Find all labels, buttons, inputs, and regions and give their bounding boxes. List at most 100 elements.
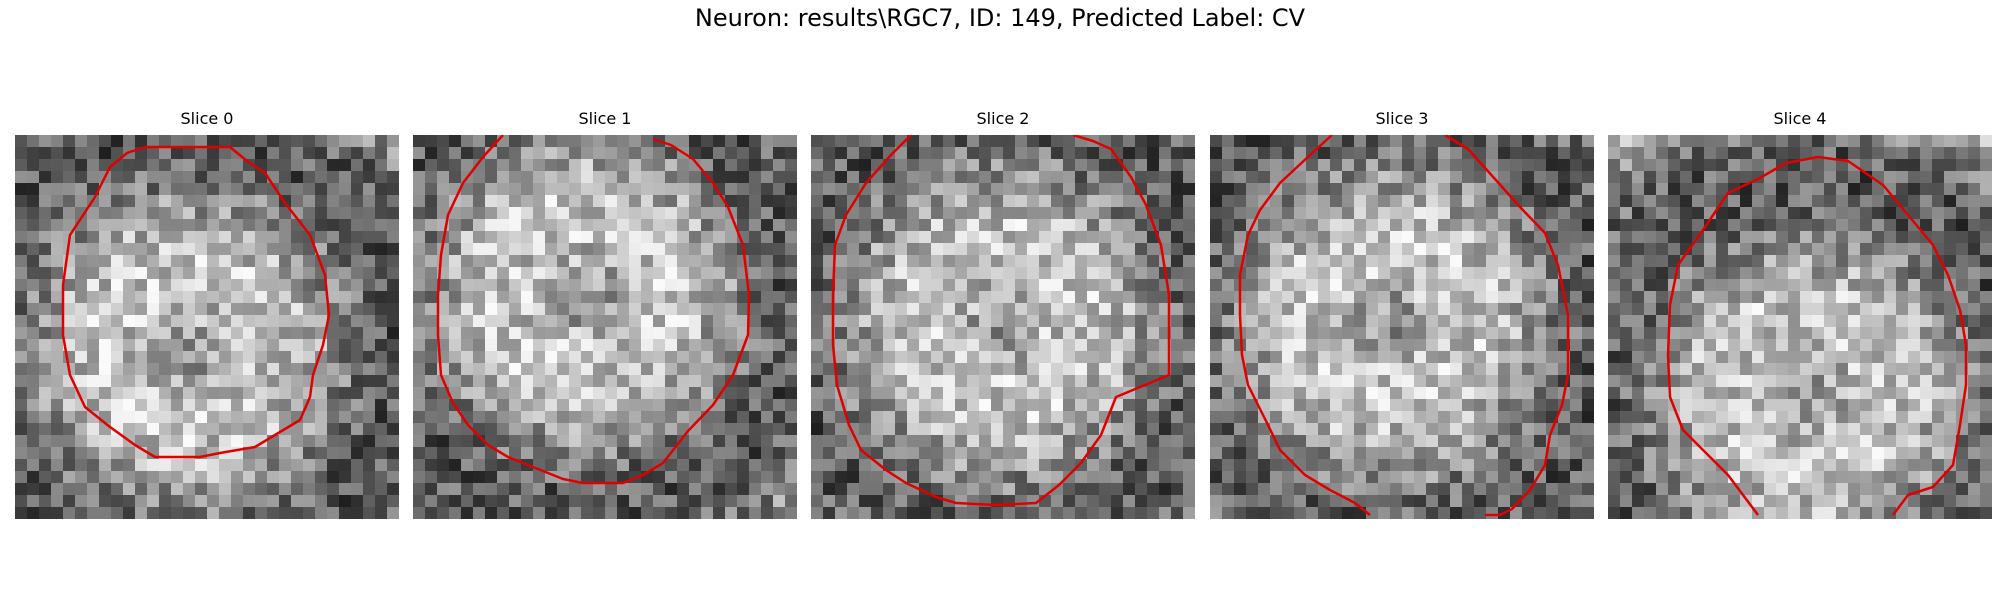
image-pixel (617, 459, 629, 471)
image-pixel (545, 195, 557, 207)
image-pixel (1546, 159, 1558, 171)
image-pixel (1147, 171, 1159, 183)
image-pixel (111, 483, 123, 495)
image-pixel (1764, 375, 1776, 387)
image-pixel (533, 291, 545, 303)
image-pixel (967, 411, 979, 423)
image-pixel (1656, 159, 1668, 171)
image-pixel (1656, 243, 1668, 255)
image-pixel (1366, 303, 1378, 315)
image-pixel (617, 171, 629, 183)
image-pixel (1099, 195, 1111, 207)
image-pixel (1680, 327, 1692, 339)
image-pixel (207, 183, 219, 195)
image-pixel (1498, 351, 1510, 363)
image-pixel (339, 351, 351, 363)
image-pixel (1534, 303, 1546, 315)
image-pixel (327, 387, 339, 399)
image-pixel (1210, 435, 1222, 447)
image-pixel (725, 183, 737, 195)
image-pixel (1075, 483, 1087, 495)
image-pixel (919, 147, 931, 159)
image-pixel (1306, 219, 1318, 231)
image-pixel (75, 447, 87, 459)
image-pixel (159, 171, 171, 183)
image-pixel (1450, 303, 1462, 315)
image-pixel (171, 423, 183, 435)
image-pixel (1764, 435, 1776, 447)
image-pixel (1282, 243, 1294, 255)
image-pixel (27, 351, 39, 363)
image-pixel (219, 351, 231, 363)
image-pixel (1135, 171, 1147, 183)
image-pixel (1342, 255, 1354, 267)
image-pixel (1330, 495, 1342, 507)
image-pixel (195, 435, 207, 447)
image-pixel (1608, 147, 1620, 159)
image-pixel (1135, 363, 1147, 375)
image-pixel (351, 255, 363, 267)
image-pixel (1051, 159, 1063, 171)
image-pixel (1306, 171, 1318, 183)
image-pixel (1608, 363, 1620, 375)
image-pixel (1366, 435, 1378, 447)
image-pixel (773, 207, 785, 219)
image-pixel (485, 267, 497, 279)
image-pixel (521, 495, 533, 507)
image-pixel (485, 411, 497, 423)
image-pixel (1003, 231, 1015, 243)
image-pixel (569, 447, 581, 459)
image-pixel (1075, 171, 1087, 183)
image-pixel (1800, 375, 1812, 387)
image-pixel (605, 315, 617, 327)
image-pixel (375, 399, 387, 411)
image-pixel (773, 351, 785, 363)
image-pixel (955, 219, 967, 231)
image-pixel (1258, 399, 1270, 411)
image-pixel (1426, 195, 1438, 207)
image-pixel (533, 471, 545, 483)
image-pixel (1752, 219, 1764, 231)
image-pixel (1462, 219, 1474, 231)
image-pixel (1740, 351, 1752, 363)
image-pixel (991, 471, 1003, 483)
image-pixel (207, 315, 219, 327)
image-pixel (1270, 387, 1282, 399)
image-pixel (1836, 387, 1848, 399)
image-pixel (147, 147, 159, 159)
image-pixel (1824, 435, 1836, 447)
image-pixel (1087, 483, 1099, 495)
image-pixel (521, 135, 533, 147)
image-pixel (521, 339, 533, 351)
image-pixel (473, 207, 485, 219)
image-pixel (485, 195, 497, 207)
image-pixel (521, 195, 533, 207)
image-pixel (1968, 423, 1980, 435)
image-pixel (1498, 339, 1510, 351)
image-pixel (1752, 195, 1764, 207)
image-pixel (1644, 315, 1656, 327)
image-pixel (1534, 135, 1546, 147)
image-pixel (847, 171, 859, 183)
image-pixel (835, 411, 847, 423)
image-pixel (363, 387, 375, 399)
image-pixel (1570, 303, 1582, 315)
image-pixel (701, 399, 713, 411)
image-pixel (1510, 219, 1522, 231)
image-pixel (1003, 159, 1015, 171)
image-pixel (1728, 255, 1740, 267)
image-pixel (425, 147, 437, 159)
image-pixel (1183, 219, 1195, 231)
image-pixel (1896, 147, 1908, 159)
image-pixel (1896, 159, 1908, 171)
image-pixel (1135, 327, 1147, 339)
image-pixel (207, 195, 219, 207)
image-pixel (713, 303, 725, 315)
image-pixel (509, 171, 521, 183)
image-pixel (351, 279, 363, 291)
image-pixel (315, 291, 327, 303)
image-pixel (413, 147, 425, 159)
image-pixel (1582, 339, 1594, 351)
image-pixel (1692, 327, 1704, 339)
image-pixel (509, 423, 521, 435)
